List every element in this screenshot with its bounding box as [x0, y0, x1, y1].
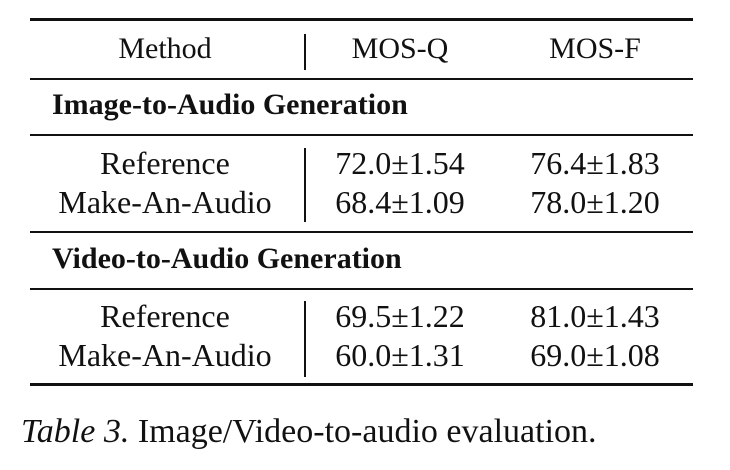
table-cell-mos-q: 69.5±1.22	[335, 298, 465, 334]
caption-label: Table 3.	[21, 413, 130, 450]
table-cell-mos-q: 72.0±1.54	[335, 145, 465, 181]
section-title-image-to-audio: Image-to-Audio Generation	[52, 88, 408, 121]
table-cell-mos-q: 60.0±1.31	[335, 337, 465, 373]
table-cell-mos-f: 81.0±1.43	[530, 298, 660, 334]
table-cell-mos-f: 69.0±1.08	[530, 337, 660, 373]
table-cell-mos-q: 68.4±1.09	[335, 184, 465, 220]
header-divider	[304, 34, 306, 70]
header-method: Method	[118, 32, 212, 65]
header-rule	[30, 78, 693, 80]
table-bottom-rule	[30, 383, 693, 386]
section-1-end-rule	[30, 231, 693, 233]
table-top-rule	[30, 18, 693, 21]
section-1-rule	[30, 134, 693, 136]
section-2-divider	[304, 301, 306, 377]
header-mos-q: MOS-Q	[351, 32, 449, 65]
table-cell-method: Reference	[100, 298, 230, 334]
section-1-divider	[304, 148, 306, 222]
table-cell-mos-f: 78.0±1.20	[530, 184, 660, 220]
table-cell-method: Make-An-Audio	[58, 184, 272, 220]
section-title-video-to-audio: Video-to-Audio Generation	[52, 242, 402, 275]
table-cell-method: Make-An-Audio	[58, 337, 272, 373]
caption-text: Image/Video-to-audio evaluation.	[137, 413, 597, 450]
header-mos-f: MOS-F	[549, 32, 641, 65]
table-cell-method: Reference	[100, 145, 230, 181]
table-caption: Table 3. Image/Video-to-audio evaluation…	[21, 412, 597, 452]
table-cell-mos-f: 76.4±1.83	[530, 145, 660, 181]
section-2-rule	[30, 288, 693, 290]
